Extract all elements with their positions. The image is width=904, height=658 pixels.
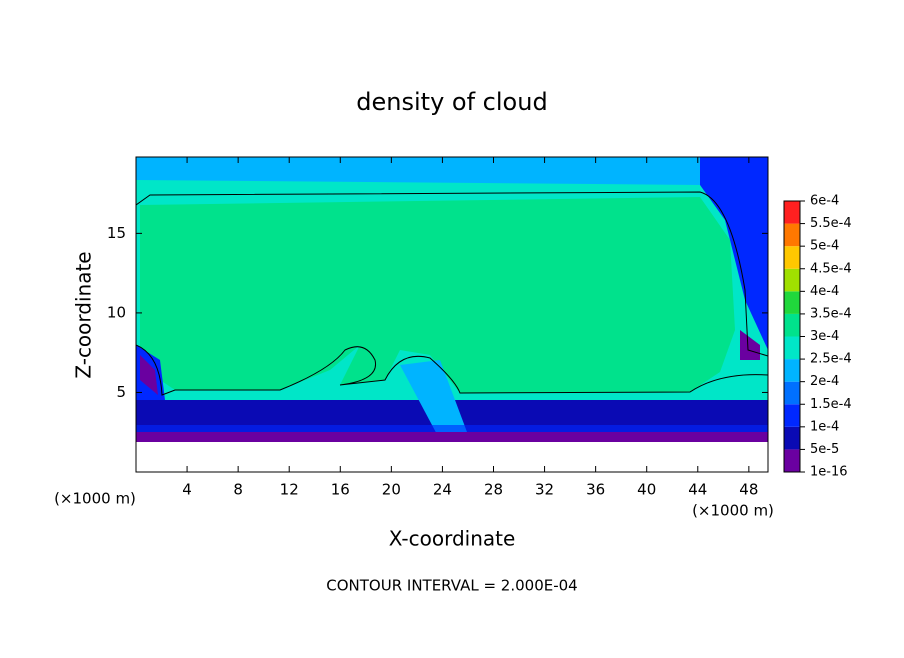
y-axis-label: Z-coordinate [72,251,96,378]
colorbar-label: 2.5e-4 [810,352,852,367]
colorbar-swatch [784,291,800,314]
colorbar-swatch [784,201,800,224]
x-tick-label: 16 [331,481,350,499]
x-tick-label: 28 [484,481,503,499]
colorbar-label: 5.5e-4 [810,216,852,231]
colorbar-label: 4.5e-4 [810,261,852,276]
colorbar-label: 3e-4 [810,329,839,344]
colorbar-swatch [784,381,800,405]
colorbar-swatch [784,449,800,472]
colorbar-label: 4e-4 [810,284,839,299]
x-tick-label: 4 [182,481,192,499]
colorbar-swatch [784,223,800,247]
y-unit: (×1000 m) [54,490,136,508]
y-tick-label: 10 [107,303,126,321]
colorbar-swatch [784,313,800,337]
y-tick-label: 5 [116,383,126,401]
colorbar-label: 2e-4 [810,374,839,389]
colorbar-label: 6e-4 [810,194,839,209]
x-tick-label: 24 [433,481,452,499]
field [136,157,768,472]
colorbar-label: 5e-5 [810,442,839,457]
x-tick-label: 32 [535,481,554,499]
x-tick-label: 48 [739,481,758,499]
x-tick-label: 40 [637,481,656,499]
x-tick-label: 36 [586,481,605,499]
x-tick-label: 12 [280,481,299,499]
x-tick-label: 8 [233,481,243,499]
colorbar-label: 3.5e-4 [810,306,852,321]
x-axis-label: X-coordinate [389,527,516,551]
colorbar-label: 5e-4 [810,239,839,254]
colorbar-swatch [784,359,800,382]
colorbar-label: 1e-16 [810,465,848,480]
plot-frame [135,156,769,473]
chart-title: density of cloud [356,88,547,116]
colorbar-swatch [784,336,800,360]
x-tick-label: 20 [382,481,401,499]
colorbar-swatch [784,246,800,269]
colorbar-swatch [784,426,800,450]
y-tick-label: 15 [107,224,126,242]
x-tick-label: 44 [688,481,707,499]
x-unit: (×1000 m) [692,502,774,520]
contour-interval: CONTOUR INTERVAL = 2.000E-04 [326,577,577,595]
colorbar-label: 1e-4 [810,419,839,434]
colorbar-label: 1.5e-4 [810,397,852,412]
colorbar-swatch [784,268,800,292]
colorbar-swatch [784,404,800,427]
